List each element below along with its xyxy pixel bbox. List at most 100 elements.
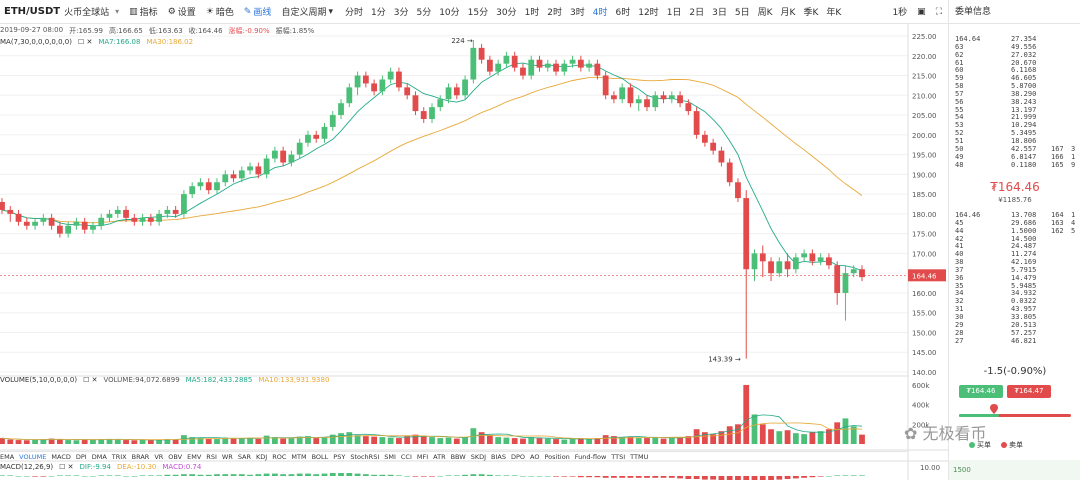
period-tab[interactable]: 1时 xyxy=(524,8,540,18)
indicator-tab[interactable]: BRAR xyxy=(131,453,150,461)
order-book-row[interactable]: 31 43.957 xyxy=(955,305,1037,314)
indicator-tab[interactable]: ATR xyxy=(433,453,446,461)
indicator-tab[interactable]: EMA xyxy=(0,453,15,461)
period-tab[interactable]: 30分 xyxy=(496,8,517,18)
order-book-row[interactable]: 53 10.294 xyxy=(955,121,1037,130)
fullscreen-icon[interactable]: ⛶ xyxy=(935,6,942,17)
indicator-tab[interactable]: ROC xyxy=(272,453,287,461)
candlestick-chart[interactable]: 225.00 220.00 215.00 210.00 205.00 200.00 195.… xyxy=(0,24,948,480)
sell-button[interactable]: ₮164.47 xyxy=(1007,385,1051,398)
period-tab[interactable]: 3日 xyxy=(712,8,727,18)
period-tab[interactable]: 6时 xyxy=(615,8,631,18)
indicator-tab[interactable]: TRIX xyxy=(111,453,127,461)
indicator-button[interactable]: ▥ 指标 xyxy=(129,6,158,19)
order-book-row[interactable]: 60 6.1168 xyxy=(955,66,1037,75)
indicator-tab[interactable]: SMI xyxy=(384,453,396,461)
ma-settings-icon[interactable]: ☐ ✕ xyxy=(77,38,93,46)
chevron-down-icon[interactable]: ▾ xyxy=(115,7,120,16)
period-tab[interactable]: 2时 xyxy=(547,8,563,18)
order-book-row[interactable]: 40 11.274 xyxy=(955,250,1037,259)
indicator-tab[interactable]: DPI xyxy=(75,453,87,461)
exchange-name[interactable]: 火币全球站 xyxy=(64,8,110,18)
indicator-tab[interactable]: KDJ xyxy=(256,453,268,461)
indicator-tab[interactable]: EMV xyxy=(187,453,202,461)
order-book-row[interactable]: 35 5.9485 xyxy=(955,281,1037,290)
ma-params[interactable]: MA(7,30,0,0,0,0,0,0) xyxy=(0,38,72,46)
period-tab[interactable]: 10分 xyxy=(439,8,460,18)
camera-icon[interactable]: ▣ xyxy=(917,6,926,17)
indicator-tab[interactable]: DMA xyxy=(91,453,107,461)
order-book-row[interactable]: 52 5.3495 xyxy=(955,129,1037,138)
refresh-interval[interactable]: 1秒 xyxy=(892,8,908,18)
pair-symbol[interactable]: ETH/USDT xyxy=(4,6,61,17)
indicator-tab[interactable]: TTSI xyxy=(611,453,626,461)
indicator-tab[interactable]: BOLL xyxy=(311,453,329,461)
volume-settings-icon[interactable]: ☐ ✕ xyxy=(83,376,98,384)
period-tab[interactable]: 15分 xyxy=(467,8,489,18)
location-pin-icon[interactable] xyxy=(990,404,998,414)
indicator-tab[interactable]: DPO xyxy=(510,453,526,461)
order-book-row[interactable]: 30 33.805 xyxy=(955,312,1037,321)
order-book-row[interactable]: 57 38.290 xyxy=(955,89,1037,98)
indicator-tab[interactable]: AO xyxy=(530,453,540,461)
period-tab[interactable]: 1分 xyxy=(371,8,386,18)
order-book-row[interactable]: 38 42.169 xyxy=(955,258,1037,267)
indicator-tab[interactable]: Position xyxy=(544,453,570,461)
order-book-row[interactable]: 44 1.5000 162 5 xyxy=(955,226,1076,235)
period-tab[interactable]: 月K xyxy=(780,8,796,18)
order-book-row[interactable]: 56 38.243 xyxy=(955,97,1037,106)
indicator-tab[interactable]: Fund-flow xyxy=(574,453,607,461)
settings-button[interactable]: ⚙ 设置 xyxy=(167,6,196,19)
order-book-row[interactable]: 54 21.999 xyxy=(955,113,1037,122)
period-tab[interactable]: 年K xyxy=(826,8,842,18)
order-book-row[interactable]: 51 18.806 xyxy=(955,136,1037,145)
custom-period-button[interactable]: 自定义周期 ▾ xyxy=(281,6,333,19)
indicator-tab[interactable]: RSI xyxy=(206,453,217,461)
indicator-tab[interactable]: SKDJ xyxy=(470,453,487,461)
period-tab[interactable]: 4时 xyxy=(592,8,608,18)
order-book-row[interactable]: 45 29.686 163 4 xyxy=(955,218,1076,227)
order-book-row[interactable]: 62 27.032 xyxy=(955,50,1037,59)
macd-params[interactable]: MACD(12,26,9) xyxy=(0,463,54,471)
period-tab[interactable]: 周K xyxy=(757,8,773,18)
order-book-row[interactable]: 58 5.8700 xyxy=(955,82,1037,91)
order-book-row[interactable]: 59 46.605 xyxy=(955,74,1037,83)
order-book-row[interactable]: 32 0.0322 xyxy=(955,297,1037,306)
order-book-row[interactable]: 49 6.8147 166 1 xyxy=(955,152,1076,161)
indicator-tab[interactable]: BIAS xyxy=(491,453,506,461)
period-tab[interactable]: 3时 xyxy=(570,8,585,18)
indicator-tab[interactable]: CCI xyxy=(400,453,412,461)
period-tab[interactable]: 分时 xyxy=(344,8,363,18)
order-book-row[interactable]: 48 0.1180 165 9 xyxy=(955,160,1076,169)
order-book-row[interactable]: 28 57.257 xyxy=(955,328,1037,337)
macd-settings-icon[interactable]: ☐ ✕ xyxy=(59,463,74,471)
draw-line-button[interactable]: ✎ 画线 xyxy=(243,6,272,19)
order-book-row[interactable]: 164.64 27.354 xyxy=(955,35,1037,43)
order-book-row[interactable]: 164.46 13.708 164 1 xyxy=(955,211,1076,219)
indicator-tab[interactable]: BBW xyxy=(450,453,466,461)
volume-params[interactable]: VOLUME(5,10,0,0,0,0) xyxy=(0,376,78,384)
theme-button[interactable]: ☀ 暗色 xyxy=(205,6,234,19)
indicator-tab[interactable]: TTMU xyxy=(630,453,649,461)
period-tab[interactable]: 季K xyxy=(803,8,819,18)
indicator-tab[interactable]: MFI xyxy=(416,453,429,461)
order-book-row[interactable]: 27 46.821 xyxy=(955,336,1037,345)
period-tab[interactable]: 5日 xyxy=(734,8,750,18)
order-book-row[interactable]: 36 14.479 xyxy=(955,273,1037,282)
period-tab[interactable]: 3分 xyxy=(393,8,409,18)
indicator-tab[interactable]: PSY xyxy=(333,453,346,461)
order-book-row[interactable]: 61 20.670 xyxy=(955,58,1037,67)
indicator-tab[interactable]: MTM xyxy=(291,453,307,461)
indicator-tab[interactable]: SAR xyxy=(237,453,252,461)
indicator-tab[interactable]: VR xyxy=(154,453,164,461)
order-book-row[interactable]: 63 49.556 xyxy=(955,42,1037,51)
order-book-row[interactable]: 34 34.932 xyxy=(955,289,1037,298)
period-tab[interactable]: 5分 xyxy=(416,8,432,18)
order-book-row[interactable]: 55 13.197 xyxy=(955,105,1037,114)
period-tab[interactable]: 2日 xyxy=(689,8,705,18)
period-tab[interactable]: 12时 xyxy=(638,8,659,18)
indicator-tab[interactable]: WR xyxy=(221,453,233,461)
indicator-tab[interactable]: MACD xyxy=(51,453,71,461)
order-book-row[interactable]: 50 42.557 167 3 xyxy=(955,144,1076,153)
indicator-tab[interactable]: VOLUME xyxy=(19,453,47,461)
